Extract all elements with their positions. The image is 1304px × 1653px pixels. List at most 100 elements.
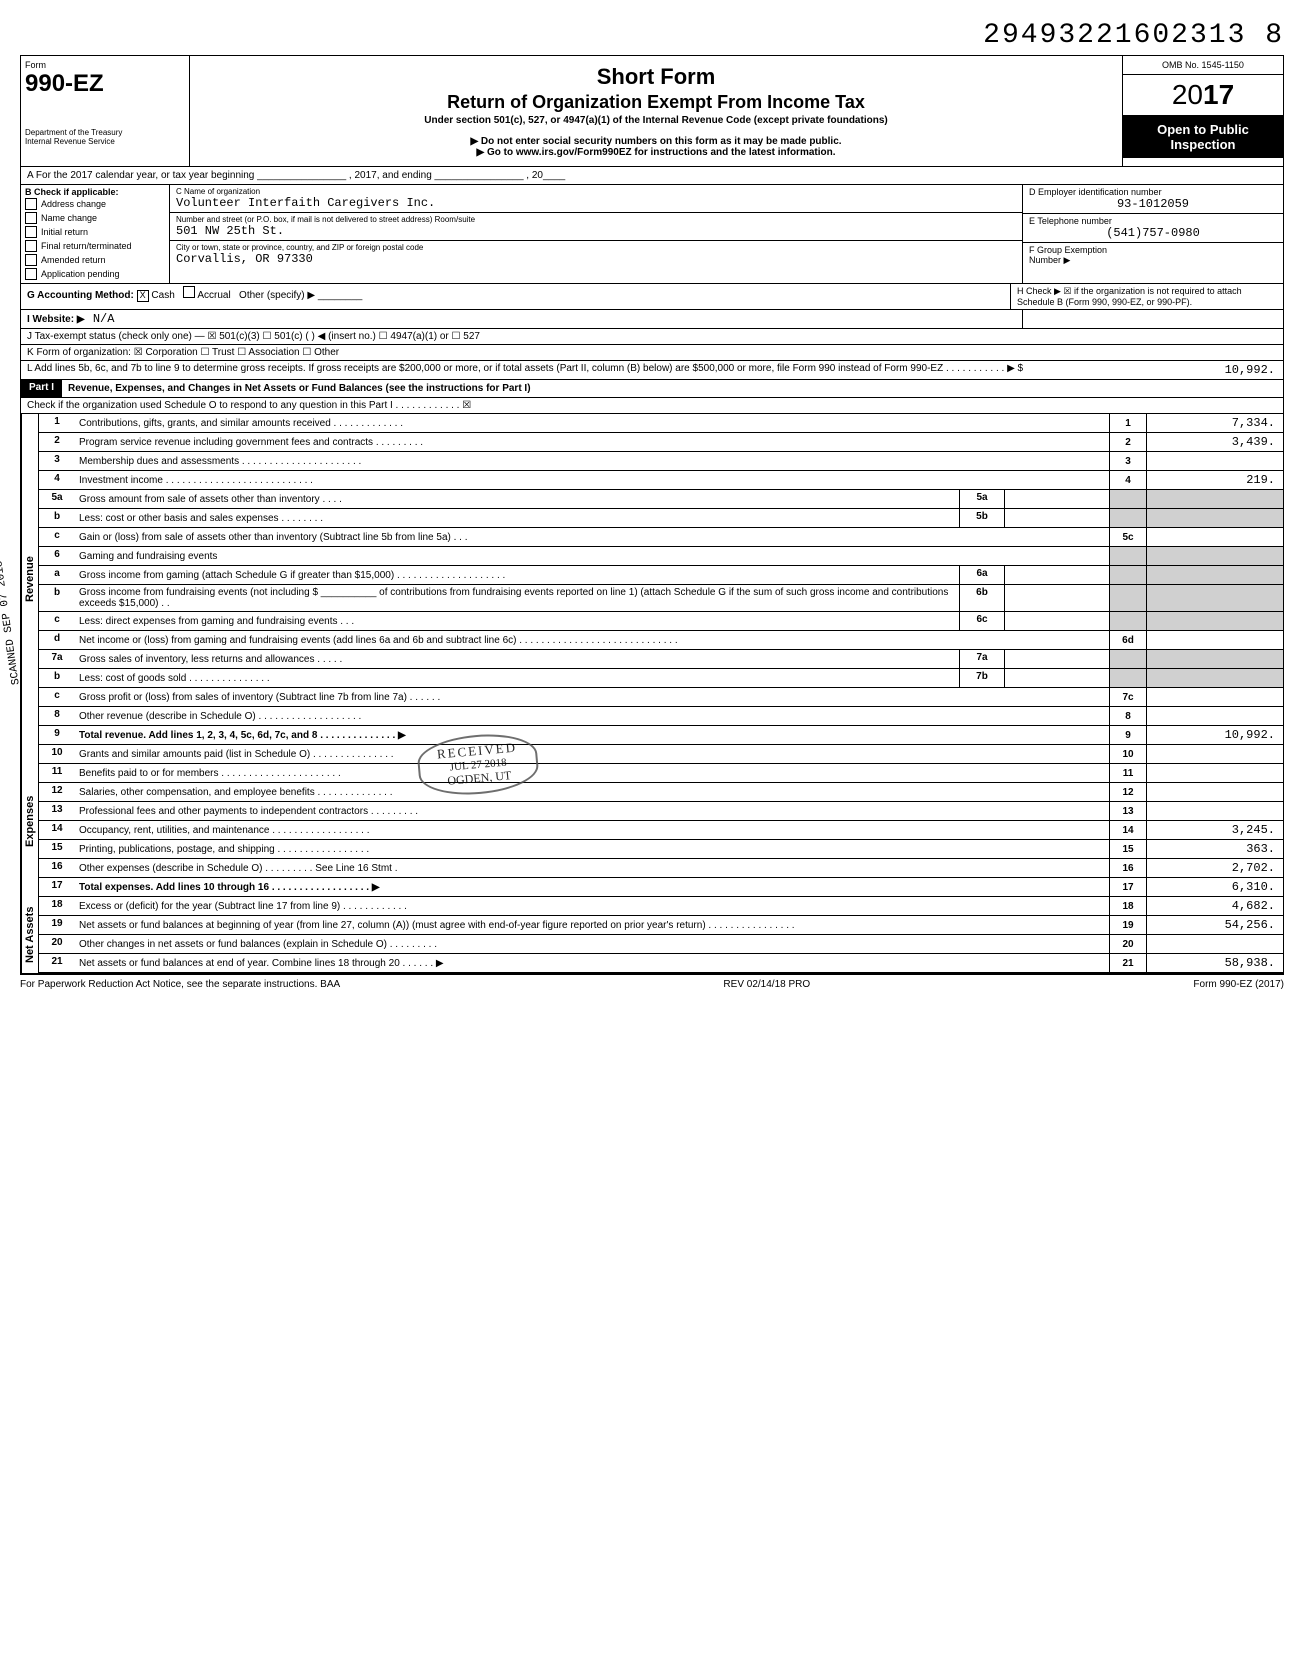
line-10-num: 10 xyxy=(39,745,75,763)
year-bold: 17 xyxy=(1203,79,1234,110)
line-18-desc: Excess or (deficit) for the year (Subtra… xyxy=(75,897,1109,915)
line-10-amt xyxy=(1146,745,1283,763)
label-group-exemption: F Group Exemption xyxy=(1029,245,1277,255)
line-3-box: 3 xyxy=(1109,452,1146,470)
form-note-1: ▶ Do not enter social security numbers o… xyxy=(198,136,1114,147)
part-1-title: Revenue, Expenses, and Changes in Net As… xyxy=(62,380,1283,397)
line-14-num: 14 xyxy=(39,821,75,839)
footer-right: Form 990-EZ (2017) xyxy=(1193,979,1284,990)
section-k: K Form of organization: ☒ Corporation ☐ … xyxy=(21,345,1283,360)
org-name: Volunteer Interfaith Caregivers Inc. xyxy=(176,196,1016,210)
cb-label-amended: Amended return xyxy=(41,255,106,265)
line-6-num: 6 xyxy=(39,547,75,565)
label-city: City or town, state or province, country… xyxy=(176,243,1016,252)
line-18-amt: 4,682. xyxy=(1146,897,1283,915)
line-5b-desc: Less: cost or other basis and sales expe… xyxy=(75,509,959,527)
line-6b-mid: 6b xyxy=(959,585,1005,611)
line-16-desc: Other expenses (describe in Schedule O) … xyxy=(75,859,1109,877)
line-21-num: 21 xyxy=(39,954,75,972)
line-11-amt xyxy=(1146,764,1283,782)
part-1-check: Check if the organization used Schedule … xyxy=(20,398,1284,414)
cb-name-change[interactable] xyxy=(25,212,37,224)
year-prefix: 20 xyxy=(1172,79,1203,110)
line-7c-amt xyxy=(1146,688,1283,706)
line-17-desc: Total expenses. Add lines 10 through 16 … xyxy=(75,878,1109,896)
section-bcd: B Check if applicable: Address change Na… xyxy=(20,185,1284,284)
ein: 93-1012059 xyxy=(1029,197,1277,211)
line-5a-box xyxy=(1109,490,1146,508)
line-5a-midamt xyxy=(1005,490,1109,508)
irs-label: Internal Revenue Service xyxy=(25,137,185,146)
line-5a-amt xyxy=(1146,490,1283,508)
footer-left: For Paperwork Reduction Act Notice, see … xyxy=(20,979,340,990)
cb-initial-return[interactable] xyxy=(25,226,37,238)
line-16-amt: 2,702. xyxy=(1146,859,1283,877)
line-7b-box xyxy=(1109,669,1146,687)
cb-address-change[interactable] xyxy=(25,198,37,210)
section-l-text: L Add lines 5b, 6c, and 7b to line 9 to … xyxy=(21,361,1147,379)
line-19-desc: Net assets or fund balances at beginning… xyxy=(75,916,1109,934)
line-21-amt: 58,938. xyxy=(1146,954,1283,972)
line-5a-mid: 5a xyxy=(959,490,1005,508)
line-5a-num: 5a xyxy=(39,490,75,508)
line-6b-num: b xyxy=(39,585,75,611)
line-9-num: 9 xyxy=(39,726,75,744)
cb-label-pending: Application pending xyxy=(41,269,120,279)
form-title-1: Short Form xyxy=(198,64,1114,90)
line-6b-amt xyxy=(1146,585,1283,611)
cb-accrual[interactable] xyxy=(183,286,195,298)
line-6c-mid: 6c xyxy=(959,612,1005,630)
line-17-amt: 6,310. xyxy=(1146,878,1283,896)
line-9-box: 9 xyxy=(1109,726,1146,744)
cb-final-return[interactable] xyxy=(25,240,37,252)
section-i-label: I Website: ▶ xyxy=(27,314,85,325)
line-10-box: 10 xyxy=(1109,745,1146,763)
line-21-box: 21 xyxy=(1109,954,1146,972)
form-title-2: Return of Organization Exempt From Incom… xyxy=(198,92,1114,113)
org-address: 501 NW 25th St. xyxy=(176,224,1016,238)
form-number: 990-EZ xyxy=(25,70,185,98)
label-ein: D Employer identification number xyxy=(1029,187,1277,197)
dept-treasury: Department of the Treasury xyxy=(25,128,185,137)
line-6c-desc: Less: direct expenses from gaming and fu… xyxy=(75,612,959,630)
line-20-amt xyxy=(1146,935,1283,953)
line-4-desc: Investment income . . . . . . . . . . . … xyxy=(75,471,1109,489)
line-19-amt: 54,256. xyxy=(1146,916,1283,934)
line-13-box: 13 xyxy=(1109,802,1146,820)
line-6d-desc: Net income or (loss) from gaming and fun… xyxy=(75,631,1109,649)
line-7b-num: b xyxy=(39,669,75,687)
phone: (541)757-0980 xyxy=(1029,226,1277,240)
line-3-amt xyxy=(1146,452,1283,470)
cb-cash[interactable]: X xyxy=(137,290,149,302)
line-2-desc: Program service revenue including govern… xyxy=(75,433,1109,451)
line-6c-midamt xyxy=(1005,612,1109,630)
label-address: Number and street (or P.O. box, if mail … xyxy=(176,215,1016,224)
line-7a-mid: 7a xyxy=(959,650,1005,668)
line-12-amt xyxy=(1146,783,1283,801)
line-9-desc: Total revenue. Add lines 1, 2, 3, 4, 5c,… xyxy=(75,726,1109,744)
line-6-box xyxy=(1109,547,1146,565)
line-5b-amt xyxy=(1146,509,1283,527)
cb-amended-return[interactable] xyxy=(25,254,37,266)
line-1-desc: Contributions, gifts, grants, and simila… xyxy=(75,414,1109,432)
cb-application-pending[interactable] xyxy=(25,268,37,280)
line-18-box: 18 xyxy=(1109,897,1146,915)
line-8-box: 8 xyxy=(1109,707,1146,725)
line-5c-num: c xyxy=(39,528,75,546)
line-14-box: 14 xyxy=(1109,821,1146,839)
line-7a-desc: Gross sales of inventory, less returns a… xyxy=(75,650,959,668)
section-b-label: B Check if applicable: xyxy=(25,187,165,197)
section-g-label: G Accounting Method: xyxy=(27,290,134,301)
line-19-box: 19 xyxy=(1109,916,1146,934)
line-6c-box xyxy=(1109,612,1146,630)
line-6a-desc: Gross income from gaming (attach Schedul… xyxy=(75,566,959,584)
line-7c-num: c xyxy=(39,688,75,706)
line-4-box: 4 xyxy=(1109,471,1146,489)
line-6d-box: 6d xyxy=(1109,631,1146,649)
line-8-num: 8 xyxy=(39,707,75,725)
line-18-num: 18 xyxy=(39,897,75,915)
line-6a-box xyxy=(1109,566,1146,584)
line-7b-desc: Less: cost of goods sold . . . . . . . .… xyxy=(75,669,959,687)
line-6a-num: a xyxy=(39,566,75,584)
line-2-amt: 3,439. xyxy=(1146,433,1283,451)
